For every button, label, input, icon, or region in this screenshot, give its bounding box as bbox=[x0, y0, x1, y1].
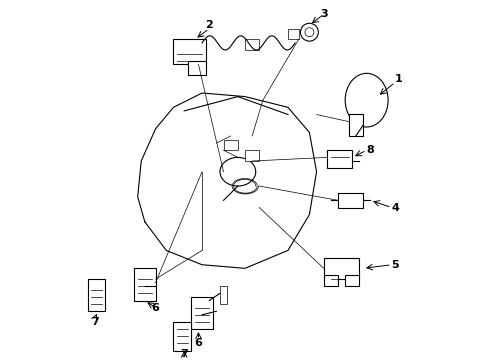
Text: 8: 8 bbox=[367, 145, 374, 155]
Bar bbox=[324, 275, 338, 286]
Bar bbox=[288, 29, 299, 39]
Bar bbox=[173, 39, 206, 64]
Text: 6: 6 bbox=[195, 338, 202, 348]
Ellipse shape bbox=[345, 73, 388, 127]
Ellipse shape bbox=[220, 157, 256, 186]
Text: 7: 7 bbox=[91, 317, 98, 327]
Bar bbox=[134, 268, 155, 301]
Text: 5: 5 bbox=[392, 260, 399, 270]
Bar bbox=[338, 193, 363, 207]
Text: 6: 6 bbox=[151, 303, 159, 313]
Text: 7: 7 bbox=[180, 349, 188, 359]
Bar bbox=[245, 150, 259, 161]
Bar bbox=[327, 150, 352, 168]
Bar bbox=[349, 114, 363, 136]
Bar bbox=[324, 258, 360, 279]
Bar bbox=[173, 322, 191, 351]
Bar bbox=[345, 275, 360, 286]
Bar bbox=[220, 286, 227, 304]
Bar bbox=[223, 140, 238, 150]
Bar bbox=[245, 39, 259, 50]
Bar bbox=[188, 61, 206, 75]
Text: 1: 1 bbox=[395, 74, 403, 84]
Bar bbox=[191, 297, 213, 329]
Text: 2: 2 bbox=[205, 20, 213, 30]
Ellipse shape bbox=[300, 23, 318, 41]
Text: 4: 4 bbox=[392, 203, 399, 212]
Text: 3: 3 bbox=[320, 9, 327, 19]
Bar bbox=[88, 279, 105, 311]
Ellipse shape bbox=[305, 28, 314, 37]
